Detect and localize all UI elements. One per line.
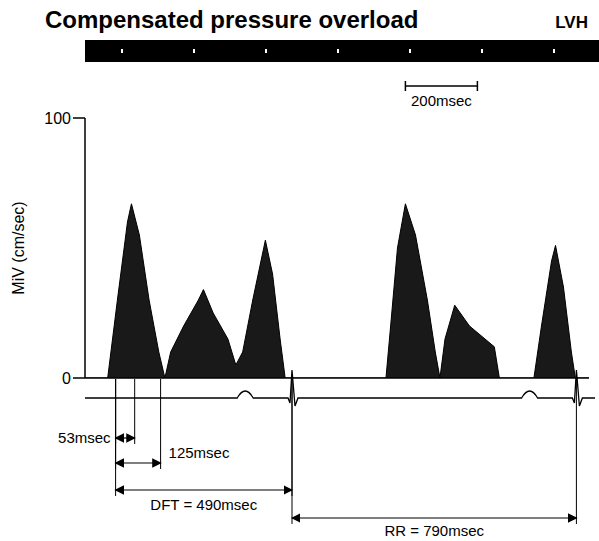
svg-text:53msec: 53msec: [58, 429, 111, 446]
svg-text:MiV (cm/sec): MiV (cm/sec): [10, 201, 27, 294]
svg-text:125msec: 125msec: [169, 444, 230, 461]
svg-text:100: 100: [44, 110, 71, 127]
svg-text:DFT = 490msec: DFT = 490msec: [150, 496, 257, 513]
svg-text:Compensated pressure overload: Compensated pressure overload: [45, 6, 418, 33]
svg-text:200msec: 200msec: [411, 92, 472, 109]
svg-text:RR = 790msec: RR = 790msec: [384, 522, 484, 539]
svg-text:LVH: LVH: [555, 13, 588, 32]
svg-text:0: 0: [62, 370, 71, 387]
